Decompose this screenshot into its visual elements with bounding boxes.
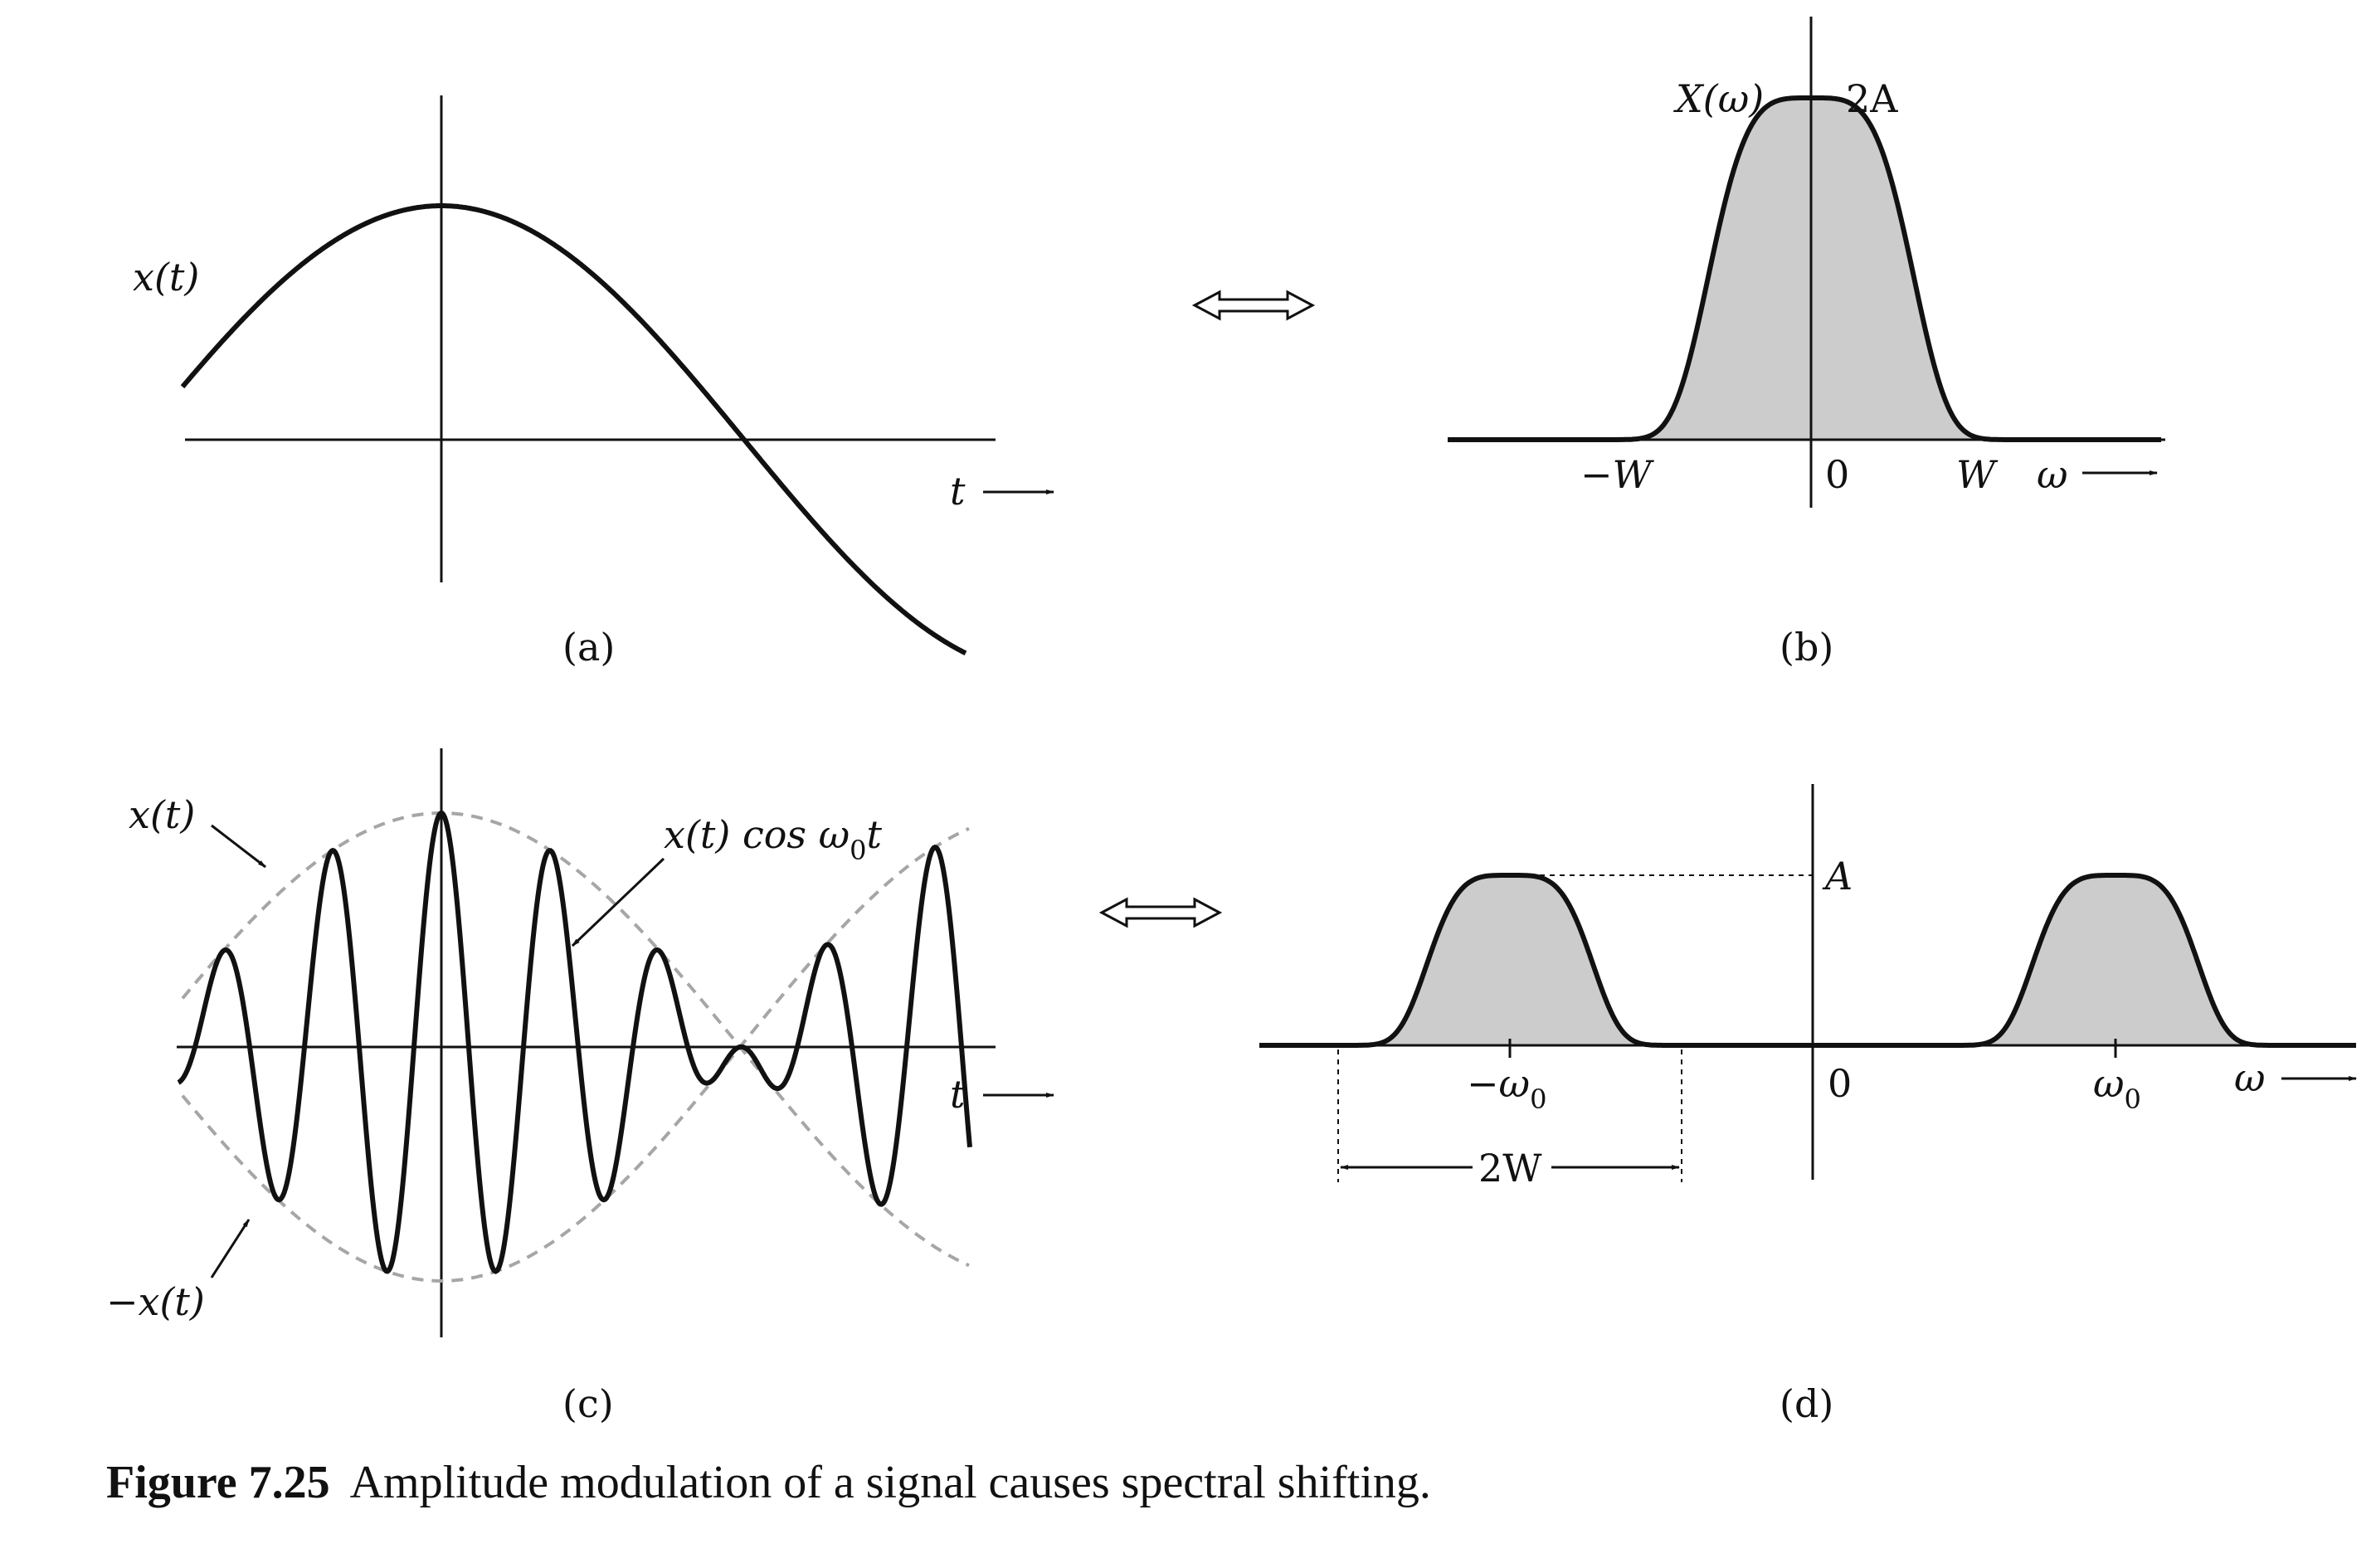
panel-b-axis-label: ω [2037, 452, 2068, 497]
panel-c-modulated-label-sub: 0 [850, 835, 866, 866]
panel-c-modulated-pointer [571, 857, 665, 947]
panel-c: x(t) x(t) cos ω0t −x(t) t (c) [106, 748, 1054, 1426]
panel-d-neg-carrier-main: −ω [1467, 1061, 1530, 1106]
panel-c-tag: (c) [562, 1381, 614, 1426]
figure-caption-text: Amplitude modulation of a signal causes … [349, 1457, 1431, 1508]
panel-a-signal-label: x(t) [133, 255, 199, 299]
transform-arrow-top [1191, 290, 1316, 321]
panel-b-peak-label: 2A [1846, 76, 1898, 121]
figure-caption: Figure 7.25 Amplitude modulation of a sig… [106, 1456, 1431, 1509]
panel-a-axis-label: t [950, 469, 966, 514]
double-arrow-icon [1098, 897, 1223, 928]
panel-a: x(t) t (a) [133, 95, 1054, 670]
figure-number: Figure 7.25 [106, 1457, 330, 1508]
panel-c-neg-envelope-label: −x(t) [106, 1279, 205, 1324]
panel-d-axis-label: ω [2234, 1055, 2266, 1100]
panel-c-modulated-curve [177, 810, 972, 1274]
panel-d-origin-label: 0 [1828, 1061, 1852, 1106]
panel-b-tag: (b) [1780, 625, 1833, 670]
panel-d-tag: (d) [1780, 1381, 1833, 1426]
panel-a-tag: (a) [562, 625, 615, 670]
panel-b-neg-band-label: −W [1580, 452, 1655, 497]
double-arrow-icon [1191, 290, 1316, 321]
panel-d-spectrum-curve [1259, 873, 2356, 1048]
panel-c-upper-envelope [181, 811, 970, 1268]
panel-d-pos-carrier-main: ω [2093, 1061, 2125, 1106]
panel-c-modulated-label: x(t) cos ω0t [664, 812, 883, 866]
panel-c-neg-envelope-pointer [210, 1219, 251, 1278]
panel-d-spectrum-fill [1259, 875, 2356, 1045]
panel-b-origin-label: 0 [1825, 452, 1849, 497]
panel-d-pos-carrier-label: ω0 [2093, 1061, 2141, 1115]
panel-d: A −ω0 0 ω0 ω 2W (d) [1259, 784, 2357, 1426]
panel-b-spectrum-fill [1448, 98, 2161, 440]
panel-c-envelope-label: x(t) [129, 792, 195, 837]
panel-c-modulated-label-end: t [867, 812, 883, 857]
panel-c-axis-label: t [950, 1072, 966, 1117]
panel-c-lower-envelope [181, 826, 970, 1283]
panel-b-pos-band-label: W [1956, 452, 1999, 497]
transform-arrow-bottom [1098, 897, 1223, 928]
panel-d-neg-carrier-sub: 0 [1530, 1083, 1546, 1115]
panel-d-neg-carrier-label: −ω0 [1467, 1061, 1546, 1115]
panel-b-spectrum-label: X(ω) [1673, 76, 1764, 121]
panel-d-pos-carrier-sub: 0 [2125, 1083, 2141, 1115]
panel-d-bandwidth-label: 2W [1478, 1146, 1542, 1191]
panel-a-signal-curve [180, 203, 967, 655]
panel-c-envelope-pointer [211, 824, 266, 869]
panel-d-peak-label: A [1822, 854, 1853, 898]
panel-c-modulated-label-main: x(t) cos ω [664, 812, 850, 857]
panel-b: X(ω) 2A −W 0 W ω (b) [1448, 17, 2165, 670]
